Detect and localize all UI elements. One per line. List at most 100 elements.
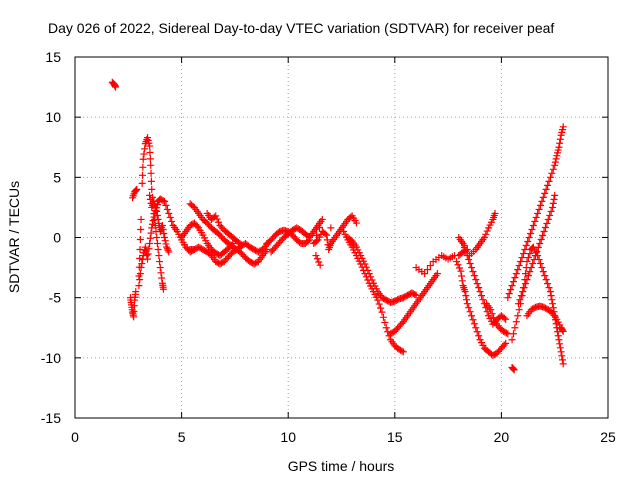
data-point [534,252,542,260]
data-point [507,286,515,294]
data-point [161,237,169,245]
data-point [509,365,517,373]
data-point [531,217,539,225]
data-point [534,209,542,217]
data-point [470,272,478,280]
data-point [544,280,552,288]
data-point [500,341,508,349]
y-tick-label: -10 [41,350,61,366]
data-point [465,256,473,264]
data-point [522,242,530,250]
data-point [502,339,510,347]
y-tick-labels: -15 -10 -5 0 5 10 15 [41,49,61,426]
data-point [509,364,517,372]
data-point [458,277,466,285]
data-point [547,292,555,300]
data-point [135,282,143,290]
data-point [556,344,564,352]
data-point [514,266,522,274]
data-point [559,356,567,364]
data-point [552,155,560,163]
data-point [375,300,383,308]
data-point [556,340,564,348]
data-point [327,224,335,232]
data-point [321,230,329,238]
data-point [140,150,148,158]
data-point [323,236,331,244]
data-point [148,220,156,228]
data-point [490,314,498,322]
data-point [556,135,564,143]
data-point [315,223,323,231]
data-point [510,366,518,374]
series-tracks-9-12 [263,212,360,269]
data-point [549,300,557,308]
data-point [162,240,170,248]
data-point [537,236,545,244]
data-point [147,177,155,185]
data-point [163,245,171,253]
data-point [146,240,154,248]
data-point [141,145,149,153]
data-point [398,347,406,355]
data-point [478,292,486,300]
data-point [539,231,547,239]
data-point [153,211,161,219]
data-point [483,308,491,316]
data-point [549,199,557,207]
data-point [542,276,550,284]
data-point [519,284,527,292]
series-right-18-20 [453,209,518,374]
data-point [512,318,520,326]
data-point [466,308,474,316]
data-point [313,255,321,263]
data-point [526,268,534,276]
data-point [421,270,429,278]
data-point [527,229,535,237]
data-point [150,213,158,221]
data-point [163,243,171,251]
data-point [508,282,516,290]
data-point [365,270,373,278]
x-tick-label: 5 [178,429,186,445]
data-point [159,285,167,293]
plot-frame [74,56,609,419]
data-point [212,212,220,220]
data-point [509,278,517,286]
data-point [146,234,154,242]
data-point [143,251,151,259]
x-tick-label: 0 [71,429,79,445]
data-point [157,269,165,277]
data-point [153,234,161,241]
data-point [316,261,324,269]
data-point [502,329,510,337]
y-tick-label: 10 [45,109,61,125]
data-point [139,155,147,163]
data-point [559,327,567,335]
data-point [143,255,151,263]
data-point [237,241,245,249]
data-point [517,258,525,266]
data-point [557,348,565,356]
data-point [313,237,321,245]
data-point [155,252,163,260]
data-point [315,258,323,266]
data-point [544,215,552,223]
data-point [352,219,360,227]
data-point [139,171,147,179]
data-point [538,197,546,205]
data-point [144,250,152,258]
data-point [146,155,154,163]
data-point [137,215,145,223]
data-point [463,300,471,308]
data-point [168,217,176,225]
data-point [476,288,484,296]
data-point [518,254,526,262]
data-point [541,272,549,280]
data-point [164,246,172,254]
data-point [318,215,326,223]
x-tick-label: 15 [387,429,403,445]
data-point [462,248,470,256]
data-point [535,205,543,213]
data-point [559,123,567,131]
